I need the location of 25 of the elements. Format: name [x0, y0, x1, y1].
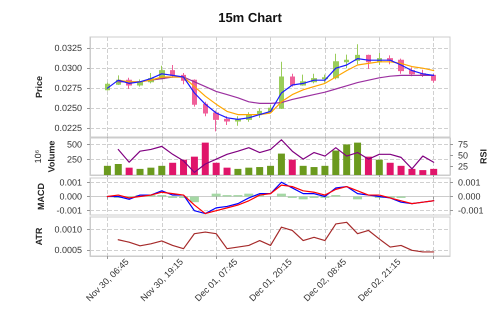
y2-tick-label: -0.001 [458, 206, 484, 216]
y-tick-label: 250 [66, 154, 82, 165]
y-axis-title: Volume [46, 140, 57, 172]
y-tick-label: 0.0225 [54, 123, 82, 134]
y-tick-label: 0.0325 [54, 43, 82, 54]
y2-tick-label: 25 [458, 162, 468, 172]
y-axis-title: Price [34, 76, 44, 98]
y-tick-label: 0.000 [59, 192, 82, 202]
y-tick-label: 0.001 [59, 177, 82, 188]
y-tick-label: -0.001 [56, 206, 82, 216]
y-axis-title: MACD [36, 182, 46, 210]
y2-tick-label: 50 [458, 150, 468, 161]
y-tick-label: 500 [66, 139, 82, 150]
y2-tick-label: 0.001 [458, 177, 481, 188]
y-tick-label: 0.0005 [54, 244, 82, 255]
y-axis-title: ATR [34, 227, 44, 246]
y2-tick-label: 75 [458, 140, 468, 150]
y-tick-label: 0.0300 [54, 63, 82, 74]
text: 10⁶ [33, 149, 43, 164]
chart-title: 15m Chart [218, 10, 282, 25]
y-tick-label: 0.0250 [54, 103, 82, 114]
y-tick-label: 0.0010 [54, 224, 82, 235]
y-tick-label: 0.0275 [54, 83, 82, 94]
y2-axis-title: RSI [478, 148, 488, 164]
y2-tick-label: 0.000 [458, 192, 481, 202]
